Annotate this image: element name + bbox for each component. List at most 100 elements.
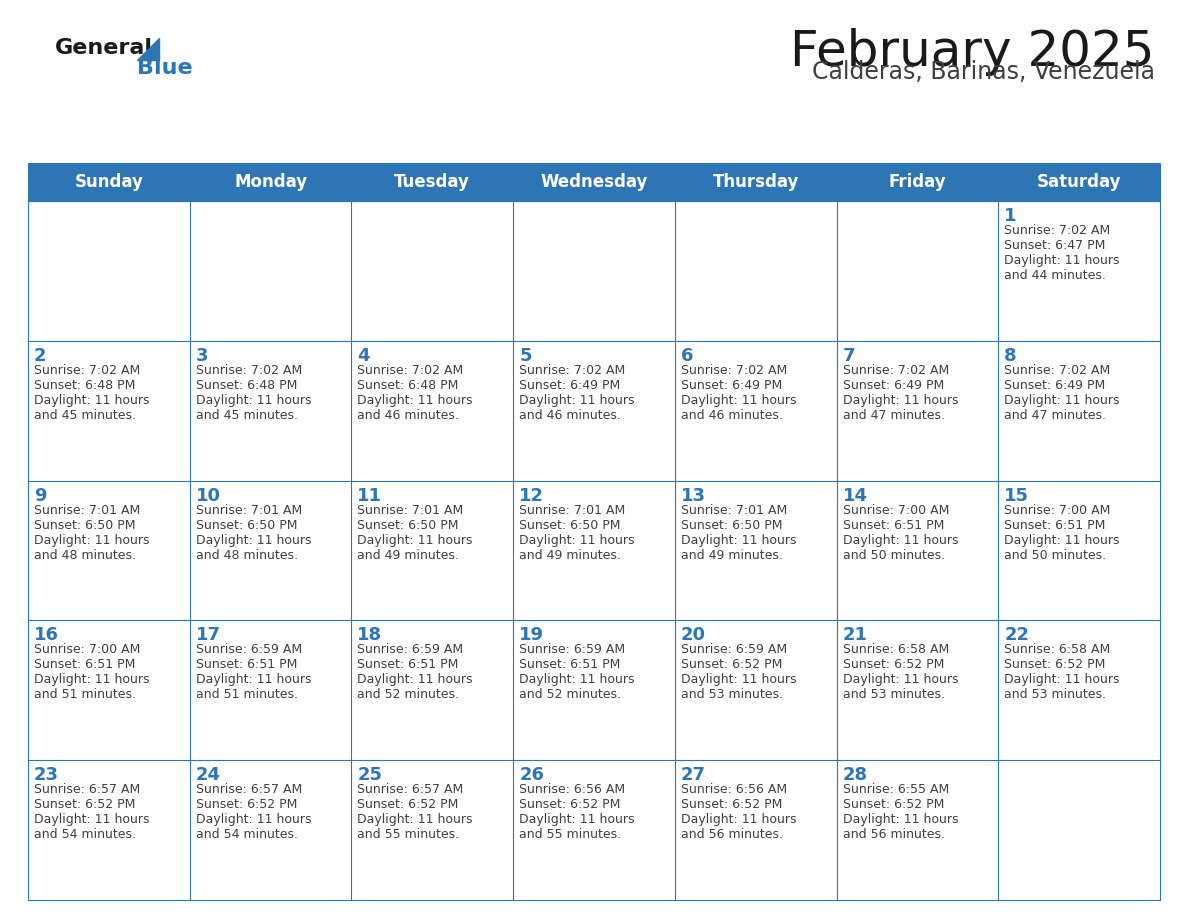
Text: Daylight: 11 hours: Daylight: 11 hours (519, 394, 634, 407)
Text: Sunset: 6:50 PM: Sunset: 6:50 PM (681, 519, 783, 532)
Text: and 52 minutes.: and 52 minutes. (358, 688, 460, 701)
Text: Daylight: 11 hours: Daylight: 11 hours (358, 533, 473, 546)
Text: Sunrise: 7:02 AM: Sunrise: 7:02 AM (681, 364, 788, 376)
Text: and 53 minutes.: and 53 minutes. (681, 688, 783, 701)
Text: 12: 12 (519, 487, 544, 505)
Text: Sunset: 6:52 PM: Sunset: 6:52 PM (196, 798, 297, 812)
Text: and 48 minutes.: and 48 minutes. (34, 549, 135, 562)
Text: and 46 minutes.: and 46 minutes. (681, 409, 783, 421)
Text: Sunset: 6:49 PM: Sunset: 6:49 PM (519, 379, 620, 392)
Text: 26: 26 (519, 767, 544, 784)
Text: Sunrise: 7:02 AM: Sunrise: 7:02 AM (358, 364, 463, 376)
Text: Daylight: 11 hours: Daylight: 11 hours (681, 394, 796, 407)
Text: Sunset: 6:51 PM: Sunset: 6:51 PM (196, 658, 297, 671)
Text: 18: 18 (358, 626, 383, 644)
Text: Daylight: 11 hours: Daylight: 11 hours (34, 813, 150, 826)
Text: Daylight: 11 hours: Daylight: 11 hours (842, 533, 958, 546)
Text: Sunrise: 6:58 AM: Sunrise: 6:58 AM (1004, 644, 1111, 656)
Text: 20: 20 (681, 626, 706, 644)
Text: Daylight: 11 hours: Daylight: 11 hours (196, 813, 311, 826)
Text: Sunset: 6:52 PM: Sunset: 6:52 PM (34, 798, 135, 812)
Text: Sunrise: 7:01 AM: Sunrise: 7:01 AM (34, 504, 140, 517)
Text: Sunset: 6:52 PM: Sunset: 6:52 PM (681, 798, 782, 812)
Text: Tuesday: Tuesday (394, 173, 470, 191)
Text: Sunset: 6:49 PM: Sunset: 6:49 PM (842, 379, 943, 392)
Text: 10: 10 (196, 487, 221, 505)
Text: Daylight: 11 hours: Daylight: 11 hours (196, 674, 311, 687)
Text: Daylight: 11 hours: Daylight: 11 hours (842, 674, 958, 687)
Text: Daylight: 11 hours: Daylight: 11 hours (34, 674, 150, 687)
Text: and 52 minutes.: and 52 minutes. (519, 688, 621, 701)
Text: Sunset: 6:51 PM: Sunset: 6:51 PM (842, 519, 944, 532)
Text: and 48 minutes.: and 48 minutes. (196, 549, 298, 562)
Text: Daylight: 11 hours: Daylight: 11 hours (1004, 533, 1120, 546)
Text: Daylight: 11 hours: Daylight: 11 hours (34, 533, 150, 546)
Text: Sunset: 6:50 PM: Sunset: 6:50 PM (196, 519, 297, 532)
Text: and 50 minutes.: and 50 minutes. (842, 549, 944, 562)
Text: 13: 13 (681, 487, 706, 505)
Polygon shape (137, 38, 159, 60)
Text: Sunrise: 7:02 AM: Sunrise: 7:02 AM (34, 364, 140, 376)
Text: Sunset: 6:48 PM: Sunset: 6:48 PM (358, 379, 459, 392)
Text: Daylight: 11 hours: Daylight: 11 hours (1004, 394, 1120, 407)
Text: and 45 minutes.: and 45 minutes. (196, 409, 298, 421)
Text: Sunset: 6:50 PM: Sunset: 6:50 PM (358, 519, 459, 532)
Text: and 54 minutes.: and 54 minutes. (34, 828, 135, 841)
Text: Sunrise: 7:01 AM: Sunrise: 7:01 AM (519, 504, 625, 517)
Text: and 56 minutes.: and 56 minutes. (842, 828, 944, 841)
Text: Sunset: 6:52 PM: Sunset: 6:52 PM (358, 798, 459, 812)
Text: Daylight: 11 hours: Daylight: 11 hours (1004, 254, 1120, 267)
Text: Daylight: 11 hours: Daylight: 11 hours (519, 533, 634, 546)
Text: Sunrise: 7:01 AM: Sunrise: 7:01 AM (681, 504, 788, 517)
Text: Sunset: 6:49 PM: Sunset: 6:49 PM (681, 379, 782, 392)
Text: and 47 minutes.: and 47 minutes. (842, 409, 944, 421)
Text: Sunrise: 6:56 AM: Sunrise: 6:56 AM (519, 783, 625, 796)
Text: 17: 17 (196, 626, 221, 644)
Text: Sunset: 6:51 PM: Sunset: 6:51 PM (358, 658, 459, 671)
Text: Daylight: 11 hours: Daylight: 11 hours (681, 674, 796, 687)
Text: Daylight: 11 hours: Daylight: 11 hours (196, 533, 311, 546)
Text: Sunrise: 7:02 AM: Sunrise: 7:02 AM (842, 364, 949, 376)
Text: Sunrise: 7:00 AM: Sunrise: 7:00 AM (34, 644, 140, 656)
Text: Monday: Monday (234, 173, 308, 191)
Text: Sunset: 6:48 PM: Sunset: 6:48 PM (34, 379, 135, 392)
Bar (29, 163, 1159, 201)
Text: Sunrise: 6:57 AM: Sunrise: 6:57 AM (358, 783, 463, 796)
Text: Sunrise: 7:02 AM: Sunrise: 7:02 AM (196, 364, 302, 376)
Text: 4: 4 (358, 347, 369, 364)
Text: Blue: Blue (137, 58, 192, 78)
Text: Sunset: 6:52 PM: Sunset: 6:52 PM (842, 798, 944, 812)
Text: Sunset: 6:51 PM: Sunset: 6:51 PM (34, 658, 135, 671)
Text: Saturday: Saturday (1037, 173, 1121, 191)
Text: Daylight: 11 hours: Daylight: 11 hours (842, 394, 958, 407)
Text: Sunrise: 6:59 AM: Sunrise: 6:59 AM (681, 644, 786, 656)
Text: Sunrise: 6:59 AM: Sunrise: 6:59 AM (519, 644, 625, 656)
Text: Sunset: 6:52 PM: Sunset: 6:52 PM (519, 798, 620, 812)
Text: Sunrise: 7:00 AM: Sunrise: 7:00 AM (842, 504, 949, 517)
Text: 19: 19 (519, 626, 544, 644)
Text: Calderas, Barinas, Venezuela: Calderas, Barinas, Venezuela (813, 60, 1155, 84)
Text: Sunday: Sunday (75, 173, 144, 191)
Text: 1: 1 (1004, 207, 1017, 225)
Text: 6: 6 (681, 347, 694, 364)
Text: 11: 11 (358, 487, 383, 505)
Text: Daylight: 11 hours: Daylight: 11 hours (519, 674, 634, 687)
Text: Daylight: 11 hours: Daylight: 11 hours (358, 813, 473, 826)
Text: and 54 minutes.: and 54 minutes. (196, 828, 298, 841)
Text: Sunrise: 6:55 AM: Sunrise: 6:55 AM (842, 783, 949, 796)
Text: Thursday: Thursday (713, 173, 798, 191)
Text: Sunrise: 7:02 AM: Sunrise: 7:02 AM (1004, 224, 1111, 237)
Text: Sunset: 6:52 PM: Sunset: 6:52 PM (681, 658, 782, 671)
Text: and 49 minutes.: and 49 minutes. (358, 549, 460, 562)
Text: and 45 minutes.: and 45 minutes. (34, 409, 135, 421)
Text: and 44 minutes.: and 44 minutes. (1004, 269, 1106, 282)
Text: and 49 minutes.: and 49 minutes. (681, 549, 783, 562)
Text: 3: 3 (196, 347, 208, 364)
Text: Sunset: 6:52 PM: Sunset: 6:52 PM (842, 658, 944, 671)
Text: Sunset: 6:50 PM: Sunset: 6:50 PM (519, 519, 620, 532)
Text: Daylight: 11 hours: Daylight: 11 hours (34, 394, 150, 407)
Text: Sunset: 6:49 PM: Sunset: 6:49 PM (1004, 379, 1106, 392)
Text: 28: 28 (842, 767, 867, 784)
Text: Sunrise: 6:56 AM: Sunrise: 6:56 AM (681, 783, 786, 796)
Text: and 51 minutes.: and 51 minutes. (34, 688, 135, 701)
